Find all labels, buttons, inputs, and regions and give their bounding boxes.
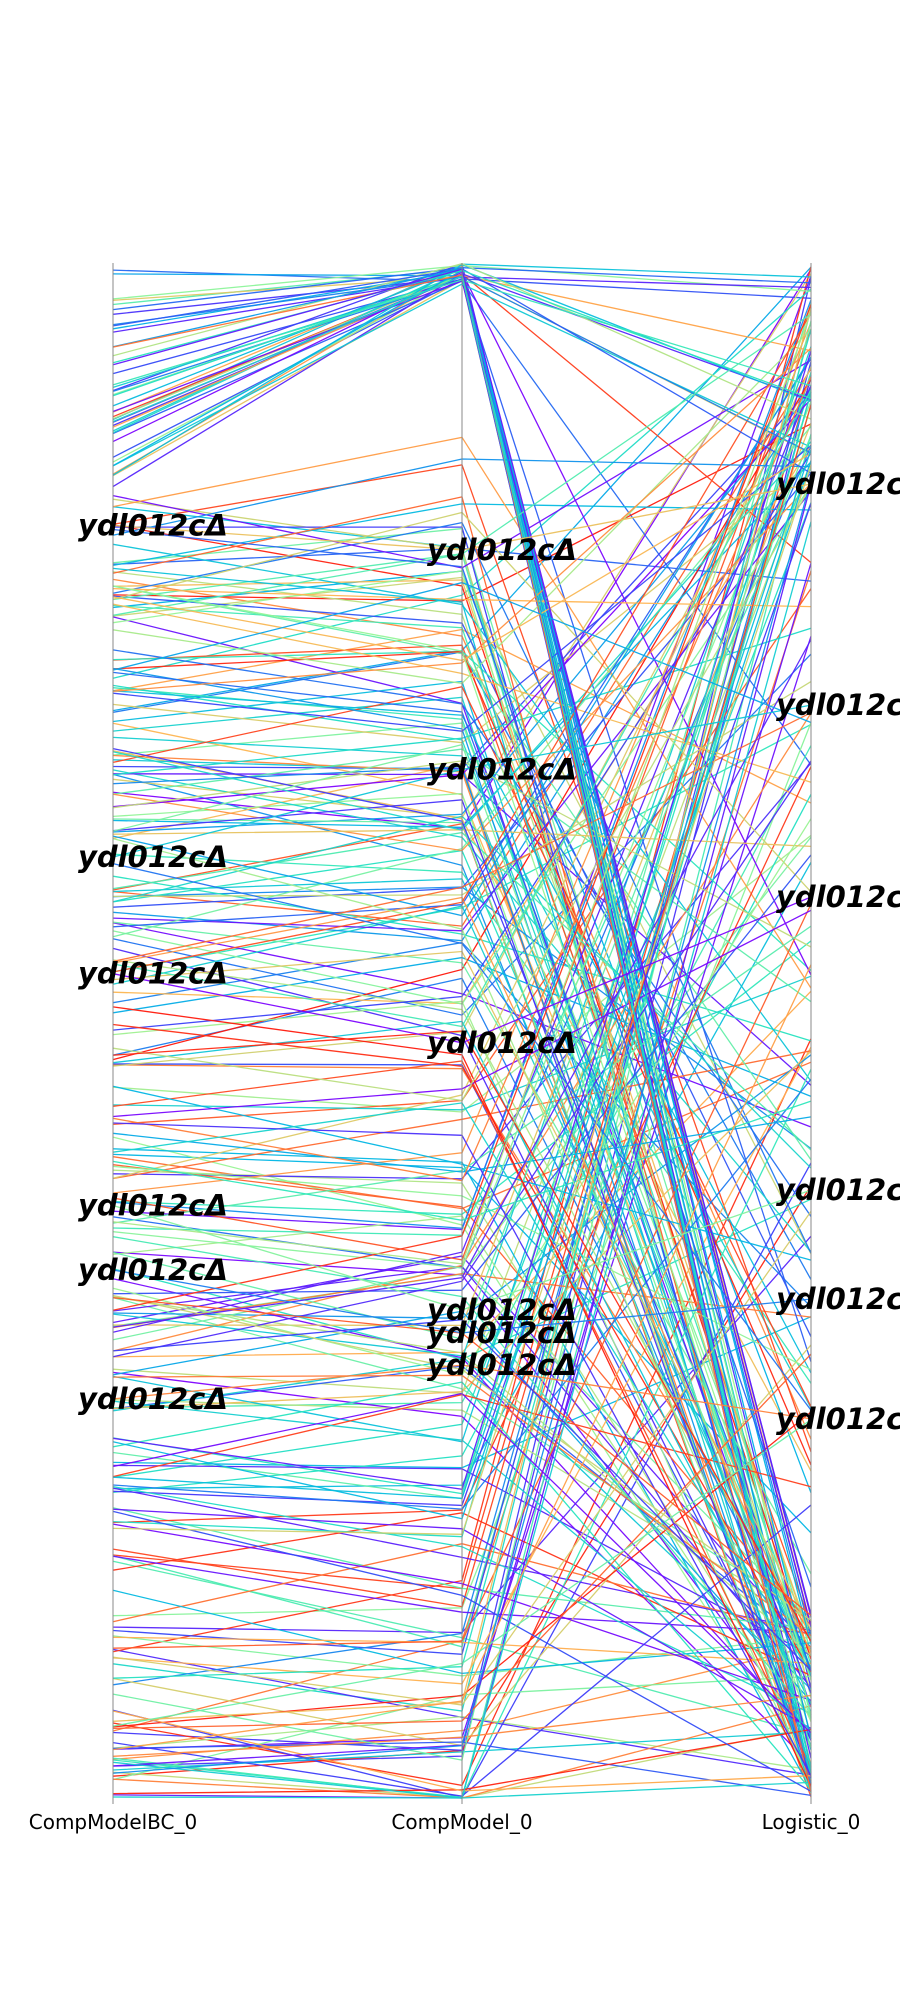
gene-label: ydl012cΔ	[427, 1316, 577, 1350]
gene-label: ydl012cΔ	[78, 1253, 228, 1287]
gene-label: ydl012cΔ	[776, 880, 900, 914]
gene-label: ydl012cΔ	[78, 1189, 228, 1223]
gene-label: ydl012cΔ	[776, 1282, 900, 1316]
gene-label: ydl012cΔ	[427, 1026, 577, 1060]
gene-label: ydl012cΔ	[427, 1293, 577, 1327]
gene-label: ydl012cΔ	[78, 509, 228, 543]
axis-label: CompModelBC_0	[29, 1810, 198, 1834]
axis-label: Logistic_0	[762, 1810, 861, 1834]
gene-label: ydl012cΔ	[776, 688, 900, 722]
gene-label: ydl012cΔ	[78, 1382, 228, 1416]
gene-label: ydl012cΔ	[78, 840, 228, 874]
gene-label: ydl012cΔ	[776, 467, 900, 501]
axis-label: CompModel_0	[391, 1810, 532, 1834]
gene-label: ydl012cΔ	[427, 753, 577, 787]
axes: CompModelBC_0 CompModel_0 Logistic_0	[29, 263, 861, 1834]
gene-label: ydl012cΔ	[427, 533, 577, 567]
gene-label: ydl012cΔ	[776, 1402, 900, 1436]
gene-label: ydl012cΔ	[78, 957, 228, 991]
gene-label: ydl012cΔ	[776, 1173, 900, 1207]
gene-label: ydl012cΔ	[427, 1348, 577, 1382]
highlight-labels: ydl012cΔydl012cΔydl012cΔydl012cΔydl012cΔ…	[78, 467, 900, 1436]
